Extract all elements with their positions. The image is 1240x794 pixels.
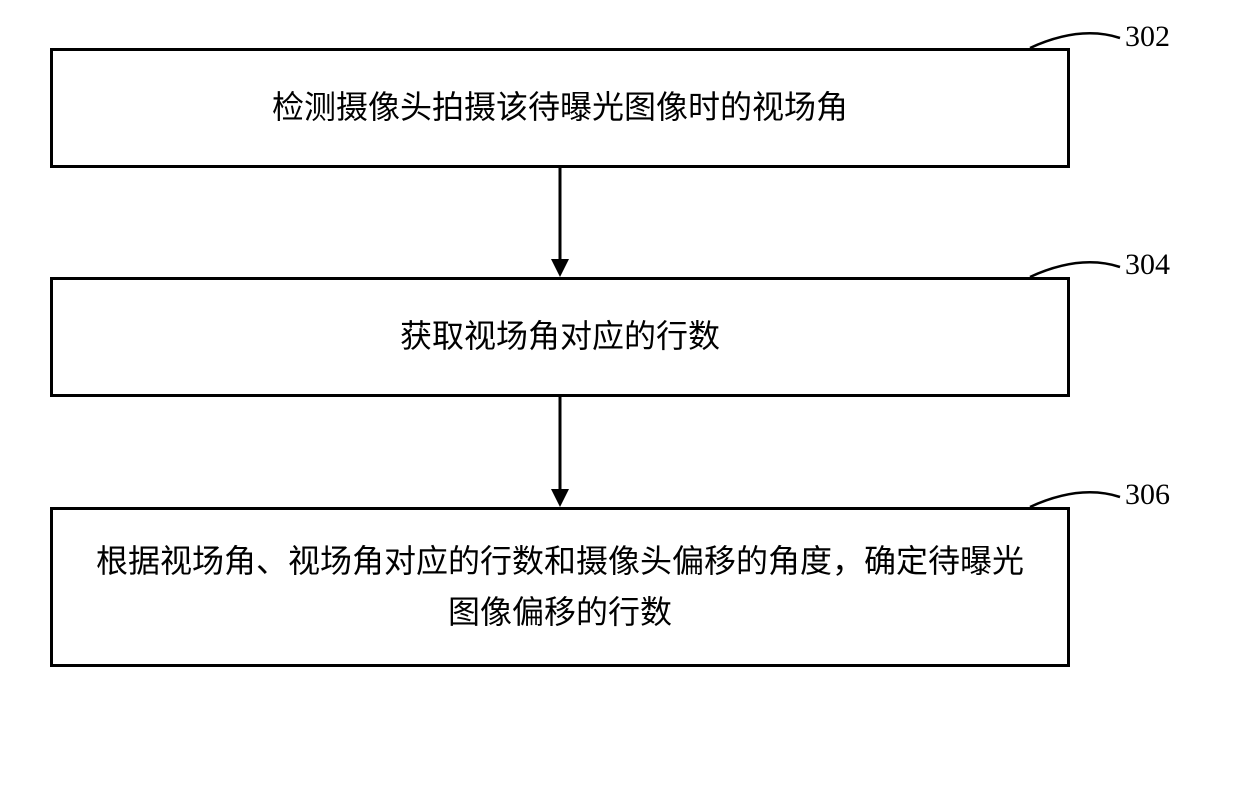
flow-box-304-text: 获取视场角对应的行数 xyxy=(360,291,760,382)
step-label-302: 302 xyxy=(1125,20,1170,54)
arrow-302-304 xyxy=(545,168,575,277)
step-label-304: 304 xyxy=(1125,248,1170,282)
step-label-306: 306 xyxy=(1125,478,1170,512)
arrow-304-306 xyxy=(545,397,575,507)
flow-box-304: 获取视场角对应的行数 xyxy=(50,277,1070,397)
flow-box-302: 检测摄像头拍摄该待曝光图像时的视场角 xyxy=(50,48,1070,168)
flow-box-306-text: 根据视场角、视场角对应的行数和摄像头偏移的角度，确定待曝光图像偏移的行数 xyxy=(53,516,1067,658)
flow-box-302-text: 检测摄像头拍摄该待曝光图像时的视场角 xyxy=(232,62,888,153)
flow-box-306: 根据视场角、视场角对应的行数和摄像头偏移的角度，确定待曝光图像偏移的行数 xyxy=(50,507,1070,667)
